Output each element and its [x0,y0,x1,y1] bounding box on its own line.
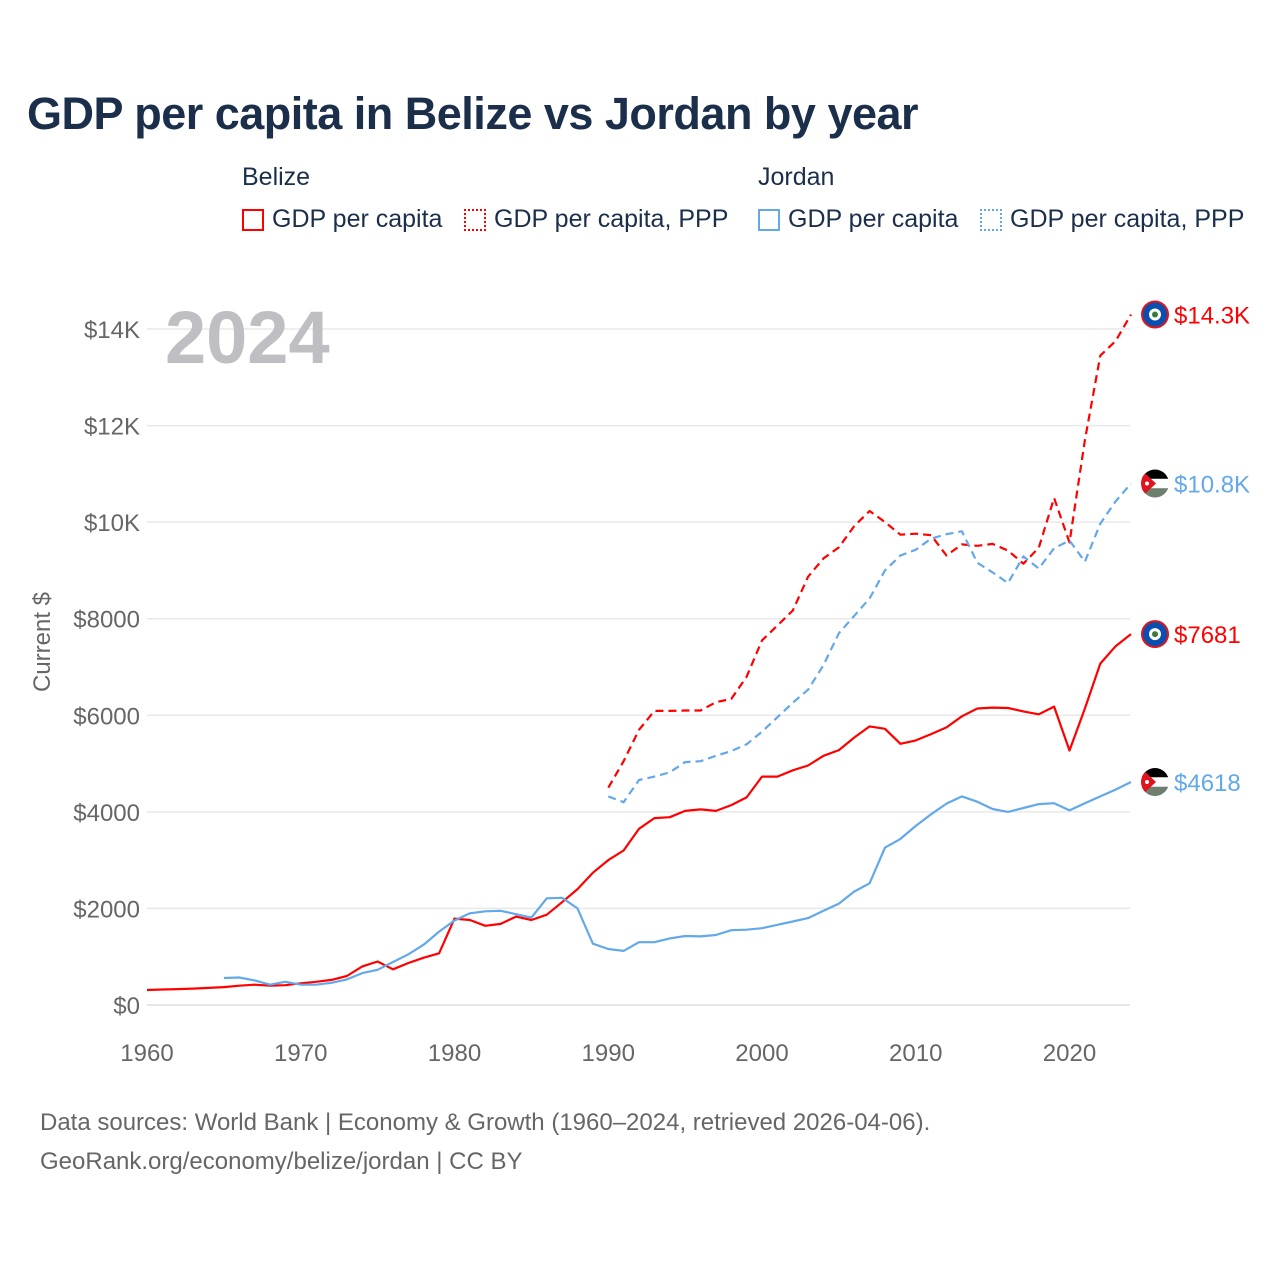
flag-part [1145,481,1149,486]
series-line [146,633,1132,992]
series-line [607,482,1132,804]
x-tick-label: 1970 [274,1040,327,1067]
flag-part [1152,311,1158,318]
y-tick-label: $0 [113,993,140,1020]
end-value-label: $14.3K [1174,303,1250,330]
flag-part [1145,780,1149,785]
legend-swatch-solid-icon [242,208,264,231]
belize-flag-icon [1141,620,1169,649]
legend-label: GDP per capita [788,205,959,233]
legend-label: GDP per capita, PPP [1010,205,1245,233]
flag-body [1141,469,1169,498]
x-tick-label: 1990 [582,1040,635,1067]
x-tick-label: 2020 [1043,1040,1096,1067]
series-line [607,313,1132,789]
flag-body [1141,768,1169,797]
footer-sources: Data sources: World Bank | Economy & Gro… [40,1109,931,1136]
y-tick-label: $12K [84,414,140,441]
footer-link[interactable]: GeoRank.org/economy/belize/jordan | CC B… [40,1148,523,1175]
y-tick-label: $2000 [73,896,140,923]
end-value-label: $10.8K [1174,472,1250,499]
belize-flag-icon [1141,300,1169,329]
legend-jordan-gdp[interactable]: GDP per capita [758,205,958,234]
legend-group-jordan: Jordan [758,163,835,191]
jordan-flag-icon [1141,469,1169,498]
year-watermark: 2024 [165,296,330,379]
legend-swatch-dotted-icon [464,208,486,231]
flag-part [1141,488,1169,498]
legend-group-belize: Belize [242,163,311,191]
y-tick-label: $10K [84,510,140,537]
end-value-label: $4618 [1174,770,1241,797]
legend-label: GDP per capita [272,205,443,233]
x-tick-label: 2010 [889,1040,942,1067]
y-tick-label: $8000 [73,607,140,634]
chart-title: GDP per capita in Belize vs Jordan by ye… [27,88,919,139]
flag-part [1141,768,1169,778]
y-tick-label: $4000 [73,800,140,827]
end-value-label: $7681 [1174,622,1241,649]
jordan-flag-icon [1141,768,1169,797]
legend-belize-ppp[interactable]: GDP per capita, PPP [464,205,728,234]
x-tick-label: 1960 [120,1040,173,1067]
y-tick-label: $14K [84,317,140,344]
flag-part [1141,469,1169,479]
y-axis-label: Current $ [29,592,56,692]
x-tick-label: 2000 [735,1040,788,1067]
legend-jordan-ppp[interactable]: GDP per capita, PPP [980,205,1244,234]
legend-belize-gdp[interactable]: GDP per capita [242,205,442,234]
legend-label: GDP per capita, PPP [494,205,729,233]
y-tick-label: $6000 [73,703,140,730]
series-line [223,781,1132,986]
flag-part [1141,786,1169,797]
x-tick-label: 1980 [428,1040,481,1067]
legend-swatch-dotted-icon [980,208,1002,231]
flag-part [1152,631,1158,638]
legend-swatch-solid-icon [758,208,780,231]
